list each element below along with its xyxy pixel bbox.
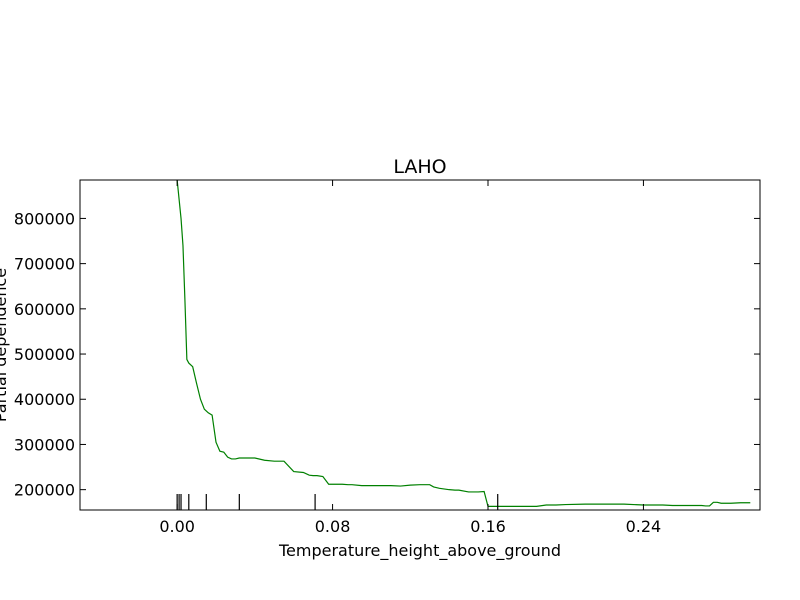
x-tick-label: 0.24 [626,517,662,536]
y-tick-label: 300000 [14,435,75,454]
y-tick-label: 500000 [14,345,75,364]
plot-frame [79,179,761,511]
y-tick-label: 800000 [14,209,75,228]
x-tick-label: 0.00 [159,517,195,536]
x-axis: 0.00 0.08 0.16 0.24 [159,180,661,536]
y-tick-label: 600000 [14,300,75,319]
x-tick-label: 0.08 [315,517,351,536]
x-axis-label: Temperature_height_above_ground [278,541,561,561]
y-tick-label: 700000 [14,255,75,274]
plot-area [176,180,751,510]
y-tick-label: 400000 [14,390,75,409]
y-axis-label: Partial dependence [0,268,10,422]
series-line-0 [176,180,751,507]
chart-title: LAHO [393,156,446,178]
y-axis: 200000 300000 400000 500000 600000 700000 8000… [14,209,760,500]
x-tick-label: 0.16 [470,517,506,536]
y-tick-label: 200000 [14,481,75,500]
